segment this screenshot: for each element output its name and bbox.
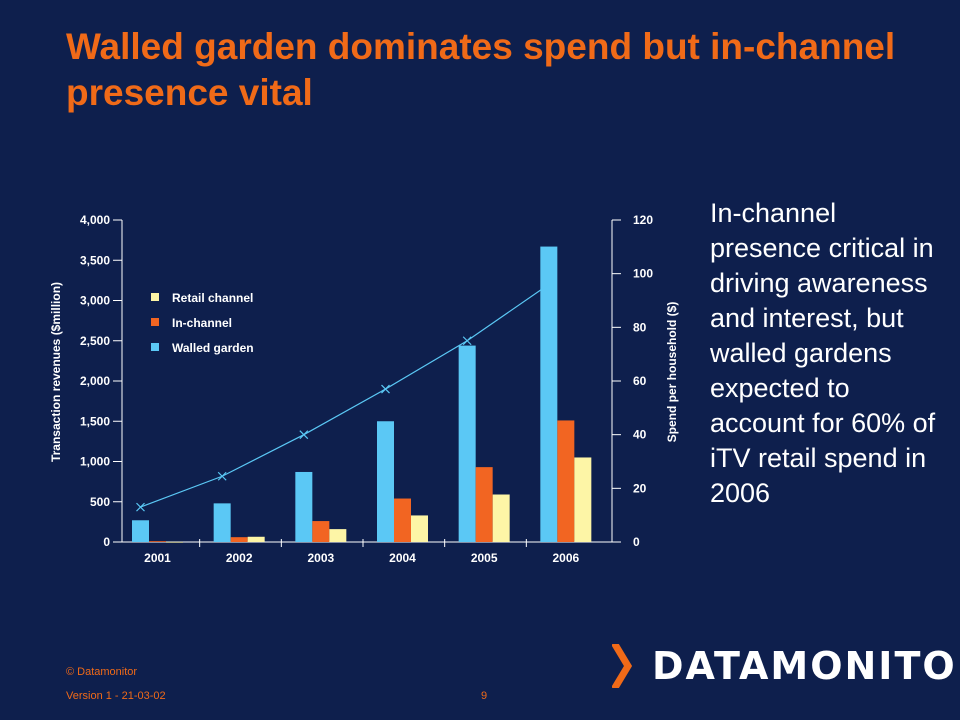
legend-in-channel-label: In-channel [172, 316, 232, 330]
y-tick-label: 4,000 [80, 213, 110, 227]
page-number: 9 [481, 690, 488, 702]
logo-text: DATAMONITOR [652, 644, 960, 688]
y-tick-label: 2,500 [80, 334, 110, 348]
legend-in-channel-swatch [151, 318, 159, 326]
line-marker [544, 279, 554, 289]
x-tick-label: 2001 [144, 551, 171, 565]
x-tick-label: 2003 [307, 551, 334, 565]
walled-garden-bar [377, 421, 394, 542]
copyright-text: © Datamonitor [66, 666, 138, 678]
y-tick-label: 0 [103, 535, 110, 549]
side-commentary: In-channel presence critical in driving … [710, 198, 936, 508]
x-tick-label: 2006 [552, 551, 579, 565]
y2-tick-label: 60 [633, 374, 647, 388]
retail-channel-bar [411, 515, 428, 542]
in-channel-bar [394, 498, 411, 542]
legend-walled-garden-label: Walled garden [172, 341, 254, 355]
chart-bars [132, 246, 592, 543]
y-tick-label: 2,000 [80, 374, 110, 388]
walled-garden-bar [213, 503, 231, 542]
line-point [462, 336, 472, 346]
logo-chevron-icon [612, 644, 633, 688]
y-tick-label: 3,000 [80, 294, 110, 308]
line-marker [136, 502, 145, 512]
x-tick-label: 2005 [471, 551, 498, 565]
y-tick-label: 1,000 [80, 455, 110, 469]
y2-tick-label: 20 [633, 481, 647, 495]
x-tick-label: 2002 [226, 551, 253, 565]
y-axis-title: Transaction revenues ($million) [49, 282, 63, 462]
retail-channel-bar [247, 536, 265, 542]
chart-legend: Retail channel In-channel Walled garden [151, 291, 254, 355]
retail-channel-bar [329, 529, 347, 542]
walled-garden-bar [540, 246, 558, 542]
legend-retail-channel-label: Retail channel [172, 291, 253, 305]
legend-walled-garden-swatch [151, 343, 159, 351]
in-channel-bar [149, 541, 166, 542]
line-point [544, 279, 554, 289]
version-text: Version 1 - 21-03-02 [66, 690, 166, 702]
y-tick-label: 500 [90, 495, 110, 509]
line-point [299, 430, 309, 440]
walled-garden-bar [458, 345, 476, 542]
chart-axes: 0 500 1,000 1,500 2,000 2,500 3,000 3,500 4,000 0… [49, 213, 679, 565]
spend-per-household-line [140, 283, 550, 508]
walled-garden-bar [132, 520, 149, 542]
line-marker [381, 384, 390, 394]
walled-garden-bar [295, 471, 313, 542]
line-marker [462, 336, 472, 346]
y2-tick-label: 0 [633, 535, 640, 549]
line-marker [217, 471, 227, 481]
slide-title: Walled garden dominates spend but in-cha… [66, 26, 896, 113]
retail-channel-bar [574, 457, 592, 542]
y2-tick-label: 80 [633, 320, 647, 334]
retail-channel-bar [492, 494, 510, 542]
in-channel-bar [475, 467, 493, 542]
line-point [136, 502, 145, 512]
line-point [381, 384, 390, 394]
line-marker [299, 430, 309, 440]
in-channel-bar [230, 537, 248, 542]
retail-channel-bar [166, 541, 183, 543]
in-channel-bar [312, 521, 330, 542]
y2-tick-label: 120 [633, 213, 653, 227]
y-tick-label: 1,500 [80, 414, 110, 428]
x-tick-label: 2004 [389, 551, 416, 565]
y2-tick-label: 100 [633, 267, 653, 281]
line-point [217, 471, 227, 481]
in-channel-bar [557, 420, 575, 542]
y-tick-label: 3,500 [80, 253, 110, 267]
y2-axis-title: Spend per household ($) [665, 302, 679, 443]
legend-retail-channel-swatch [151, 293, 159, 301]
chart-line [136, 279, 554, 512]
y2-tick-label: 40 [633, 428, 647, 442]
